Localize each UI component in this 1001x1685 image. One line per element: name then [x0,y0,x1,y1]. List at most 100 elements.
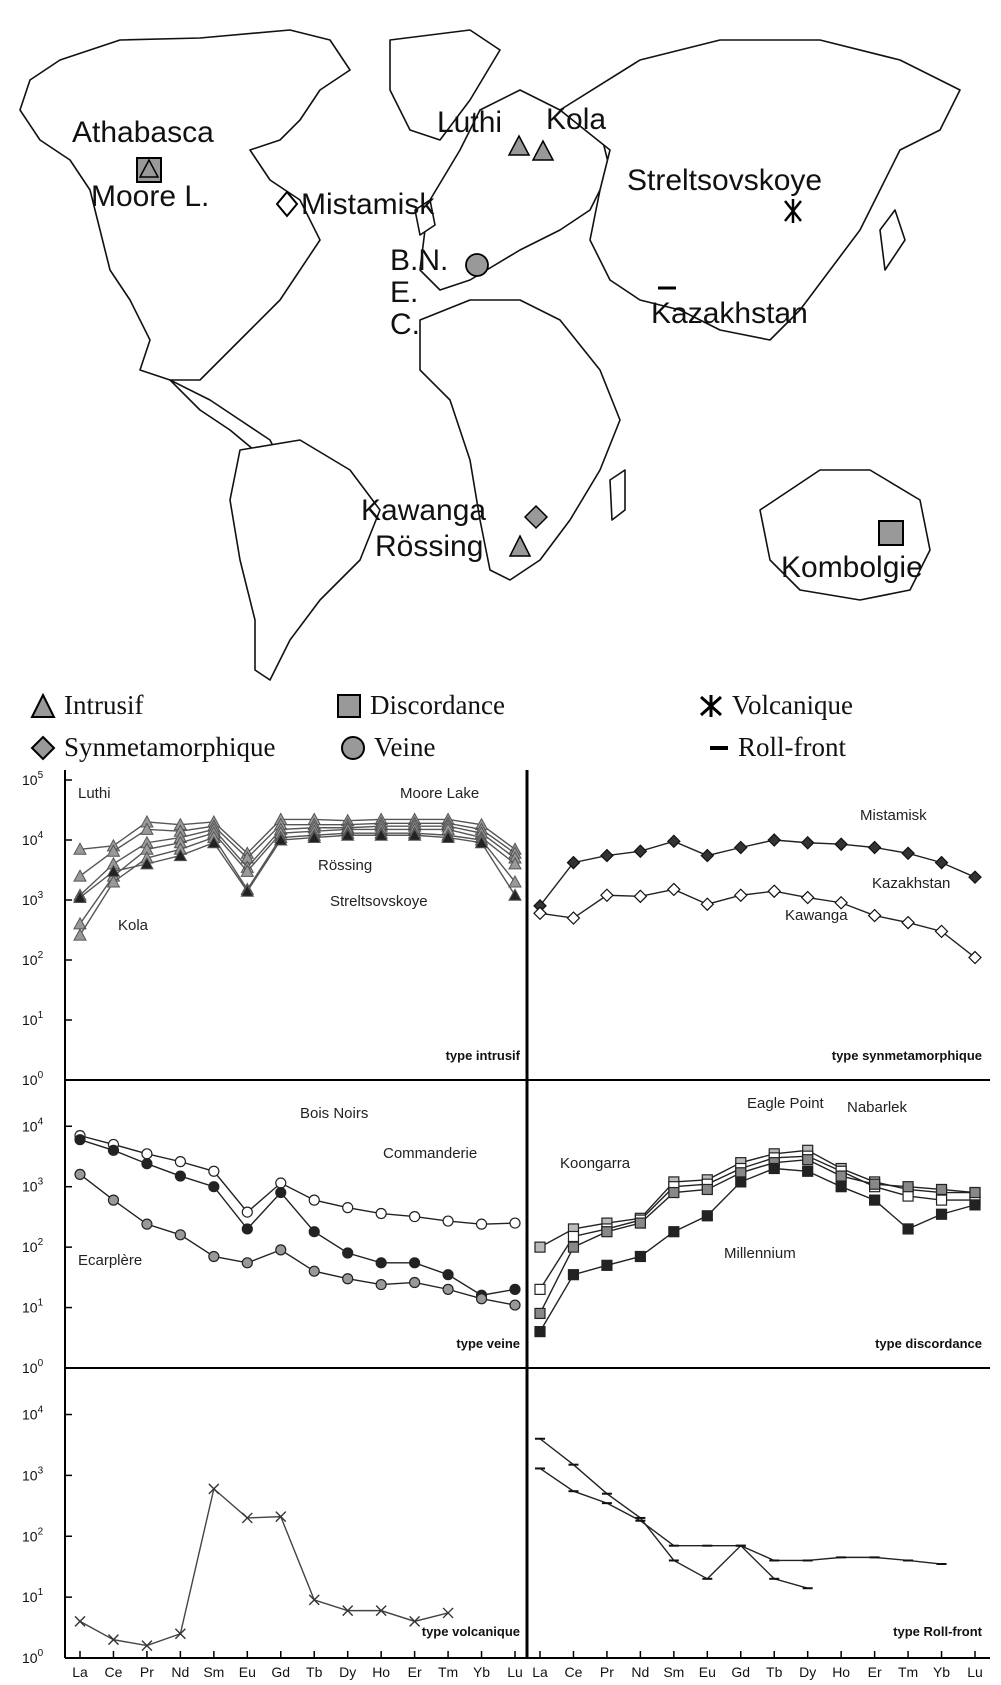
luthi-triangle-marker [507,134,531,156]
south-america [229,439,381,681]
square-icon [337,693,361,718]
data-point [802,1154,814,1166]
series-annotation: Rössing [318,857,372,874]
x-tick-label: Yb [933,1664,950,1680]
data-point [566,911,581,925]
series-line [539,1467,942,1565]
data-point [208,1250,220,1263]
label-luthi: Luthi [437,106,502,139]
series-annotation: Commanderie [383,1145,477,1162]
x-tick-label: Dy [799,1664,816,1680]
panel-label: type veine [456,1336,520,1351]
japan [879,209,906,271]
y-tick-exponent: 0 [38,1070,44,1081]
data-point [208,1181,220,1193]
x-tick-label: Tb [766,1664,783,1680]
data-point [668,1226,680,1238]
y-tick-label: 103 [22,1177,44,1195]
legend-item-intrusif: Intrusif [30,690,143,721]
data-point [342,1247,354,1259]
data-point [141,1148,153,1160]
data-point [409,1276,421,1289]
y-tick-exponent: 4 [38,1405,44,1416]
data-point [307,830,322,844]
x-tick-label: Nd [171,1664,189,1680]
series-line [79,828,516,925]
data-point [409,1615,421,1627]
y-tick-label: 101 [22,1298,44,1316]
data-point [275,1511,287,1523]
x-tick-label: Tb [306,1664,323,1680]
series-line [79,822,516,877]
x-tick-label: Er [408,1664,422,1680]
series-annotation: Kazakhstan [872,875,950,892]
y-tick-exponent: 2 [38,1526,44,1537]
x-tick-label: Ce [105,1664,123,1680]
series-line [79,1487,449,1647]
data-point [802,1165,814,1177]
data-point [240,884,255,897]
data-point [934,855,949,870]
x-tick-label: Nd [631,1664,649,1680]
data-point [666,834,681,849]
athabasca-triangle-marker [138,158,160,178]
north-america [19,29,351,381]
data-point [902,1190,914,1202]
series-annotation: Ecarplère [78,1252,142,1269]
data-point [208,1165,220,1177]
data-point [342,1202,354,1214]
x-tick-label: Pr [140,1664,154,1680]
panel-label: type volcanique [422,1624,520,1639]
continents [19,29,961,681]
data-point [141,1640,153,1652]
data-point [308,1194,320,1206]
data-point [534,1241,546,1253]
legend-label: Discordance [370,690,505,720]
legend-label: Roll-front [738,732,846,762]
y-tick-label: 102 [22,1237,44,1255]
label-rossing: Rössing [375,530,483,563]
x-tick-label: Eu [239,1664,256,1680]
data-point [834,837,849,852]
x-tick-label: Lu [967,1664,983,1680]
x-tick-label: Ce [565,1664,583,1680]
data-point [475,1293,488,1305]
data-point [735,1167,747,1179]
data-point [934,924,949,939]
data-point [601,1226,613,1238]
data-point [140,822,154,835]
data-point [600,848,614,863]
label-c: C. [390,308,420,341]
dash-icon [710,745,728,750]
y-tick-exponent: 1 [38,1587,44,1598]
series-annotation: Streltsovskoye [330,893,428,910]
x-tick-label: Ho [372,1664,390,1680]
label-mistamisk: Mistamisk [301,188,435,221]
legend-label: Veine [374,732,436,762]
data-point [867,840,882,855]
data-point [666,882,681,897]
x-tick-label: Tm [898,1664,918,1680]
y-tick-label: 102 [22,950,44,968]
data-point [442,1607,454,1619]
series-annotation: Nabarlek [847,1099,908,1116]
x-tick-label: Ho [832,1664,850,1680]
data-point [902,1181,914,1193]
data-point [634,1250,646,1263]
data-point [835,1181,847,1193]
series-annotation: Millennium [724,1245,796,1262]
data-point [141,1218,153,1230]
legend: Intrusif Discordance Volcanique Synmetam… [0,690,1001,770]
data-point [633,844,648,859]
africa [419,299,621,581]
legend-item-synmetamorphique: Synmetamorphique [30,732,275,763]
data-point [442,1215,454,1227]
data-point [375,1257,387,1269]
data-point [767,833,782,847]
series-line [79,1134,516,1225]
data-point [308,1265,320,1277]
data-point [768,1162,780,1175]
map-markers [136,134,904,557]
panel-label: type Roll-front [893,1624,982,1639]
data-point [534,1283,546,1295]
